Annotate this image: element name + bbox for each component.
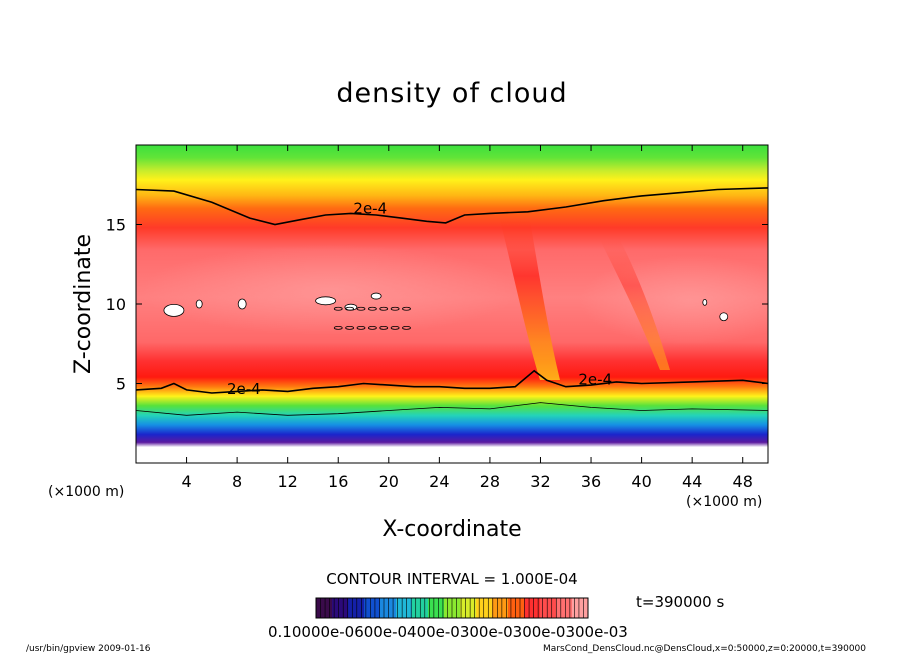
cloud-hole	[702, 299, 708, 306]
colorbar-segment	[572, 598, 589, 618]
colorbar-segment	[508, 598, 525, 618]
small-contour	[367, 325, 377, 330]
cloud-hole	[163, 303, 185, 317]
contour-label: 2e-4	[227, 380, 261, 398]
colorbar-segment	[316, 598, 333, 618]
contour-2e-4-upper	[136, 187, 768, 226]
colorbar-segment	[460, 598, 477, 618]
footer-left: /usr/bin/gpview 2009-01-16	[26, 644, 151, 654]
small-contour	[333, 325, 343, 330]
x-axis-label: X-coordinate	[382, 517, 521, 542]
y-tick-label: 5	[116, 375, 126, 394]
contour-interval-text: CONTOUR INTERVAL = 1.000E-04	[326, 570, 577, 588]
x-unit-label: (×1000 m)	[686, 494, 762, 510]
small-contour	[379, 306, 389, 311]
x-tick-label: 8	[232, 472, 242, 491]
y-tick-label: 15	[106, 216, 126, 235]
colorbar-segment	[348, 598, 365, 618]
x-tick-label: 12	[278, 472, 298, 491]
pink-core-left	[140, 245, 520, 335]
cloud-hole	[237, 298, 247, 310]
contour-label: 2e-4	[578, 371, 612, 389]
colorbar-frame	[315, 597, 589, 619]
small-contour	[379, 325, 389, 330]
colorbar-segment	[332, 598, 349, 618]
x-tick-label: 28	[480, 472, 500, 491]
colorbar-segment	[364, 598, 381, 618]
x-tick-label: 20	[379, 472, 399, 491]
x-tick-label: 16	[328, 472, 348, 491]
small-contour	[402, 306, 411, 311]
colorbar-segment	[556, 598, 573, 618]
pink-core-right	[580, 255, 768, 345]
small-contour	[402, 325, 411, 330]
x-axis-ticks: 4 8 12 16 20 24 28 32 36 40 44 48	[181, 145, 753, 491]
contour-lower-thin	[136, 402, 768, 416]
time-label: t=390000 s	[636, 593, 724, 611]
cloud-hole	[719, 312, 729, 322]
x-tick-label: 40	[631, 472, 651, 491]
colorbar-segment	[396, 598, 413, 618]
colorbar-segment	[540, 598, 557, 618]
x-tick-label: 44	[682, 472, 702, 491]
small-contour	[333, 306, 343, 311]
colorbar-segment	[524, 598, 541, 618]
footer-right: MarsCond_DensCloud.nc@DensCloud,x=0:5000…	[543, 644, 866, 654]
x-tick-label: 32	[530, 472, 550, 491]
x-tick-label: 24	[429, 472, 449, 491]
red-updraft-column	[500, 220, 560, 380]
small-contour	[367, 306, 377, 311]
colorbar-segment	[428, 598, 445, 618]
small-contour	[390, 325, 400, 330]
chart-title: density of cloud	[336, 78, 567, 109]
y-axis-label: Z-coordinate	[71, 234, 96, 374]
contour-2e-4-lower	[136, 369, 768, 394]
plot-area: 2e-4 2e-4 2e-4	[136, 145, 768, 463]
cloud-holes	[163, 292, 729, 330]
cloud-hole	[195, 299, 203, 309]
small-contour	[345, 306, 355, 311]
small-contour	[356, 325, 366, 330]
cloud-hole	[370, 292, 382, 300]
colorbar-segment	[492, 598, 509, 618]
small-contour	[356, 306, 366, 311]
small-contour	[390, 306, 400, 311]
contour-lines: 2e-4 2e-4 2e-4	[136, 187, 768, 416]
y-tick-label: 10	[106, 295, 126, 314]
colorbar	[315, 597, 589, 619]
y-axis-ticks: 5 10 15	[106, 216, 768, 394]
small-contour	[345, 325, 355, 330]
contour-label: 2e-4	[353, 200, 387, 218]
x-tick-label: 4	[181, 472, 191, 491]
red-updraft-column-2	[600, 240, 670, 370]
colorbar-segment	[476, 598, 493, 618]
y-unit-label: (×1000 m)	[48, 484, 124, 500]
cloud-hole	[315, 296, 337, 306]
x-tick-label: 48	[733, 472, 753, 491]
x-tick-label: 36	[581, 472, 601, 491]
colorbar-tick-labels: 0.10000e-0600e-0400e-0300e-0300e-0300e-0…	[268, 623, 628, 641]
